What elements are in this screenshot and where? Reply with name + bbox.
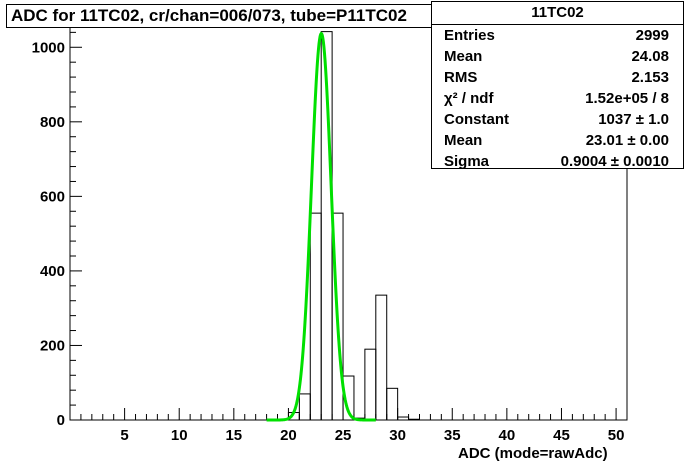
x-tick-label: 50 [608,427,625,444]
stats-name: 11TC02 [432,2,683,25]
stats-row: Mean 24.08 [432,46,683,67]
stats-label: χ² / ndf [444,90,494,107]
stats-row: χ² / ndf 1.52e+05 / 8 [432,88,683,109]
histogram-bin [397,416,410,421]
stats-value: 2999 [635,27,669,44]
stats-value: 23.01 ± 0.00 [585,132,669,149]
histogram-bin [386,387,399,421]
stats-value: 0.9004 ± 0.0010 [560,153,669,170]
y-tick-label: 0 [57,412,65,429]
stats-label: Constant [444,111,509,128]
x-tick-label: 40 [499,427,516,444]
stats-row: Constant 1037 ± 1.0 [432,109,683,130]
histogram-bin [375,294,388,421]
histogram-bin [331,212,344,421]
stats-label: Sigma [444,153,490,170]
y-tick-label: 1000 [32,39,65,56]
stats-label: Mean [444,132,483,149]
stats-label: RMS [444,69,478,86]
stats-row: Entries 2999 [432,25,683,46]
histogram-bin [342,375,355,421]
x-tick-label: 45 [553,427,570,444]
chart-title: ADC for 11TC02, cr/chan=006/073, tube=P1… [6,4,496,28]
x-tick-label: 35 [444,427,461,444]
y-tick-label: 800 [40,114,65,131]
stats-row: Sigma 0.9004 ± 0.0010 [432,151,683,172]
y-tick-label: 400 [40,263,65,280]
stats-box: 11TC02 Entries 2999 Mean 24.08 RMS 2.153 χ²… [431,1,684,172]
x-tick-label: 15 [225,427,242,444]
x-tick-label: 30 [389,427,406,444]
x-tick-label: 10 [171,427,188,444]
x-tick-label: 20 [280,427,297,444]
stats-value: 2.153 [631,69,669,86]
y-tick-label: 600 [40,188,65,205]
histogram-bin [408,418,420,421]
x-tick-label: 25 [335,427,352,444]
x-axis-label: ADC (mode=rawAdc) [458,445,608,462]
stats-row: Mean 23.01 ± 0.00 [432,130,683,151]
stats-value: 1.52e+05 / 8 [585,90,669,107]
x-tick-label: 5 [120,427,128,444]
y-tick-label: 200 [40,337,65,354]
stats-label: Mean [444,48,483,65]
stats-value: 1037 ± 1.0 [598,111,669,128]
stats-row: RMS 2.153 [432,67,683,88]
gaussian-fit-curve [266,31,376,422]
stats-value: 24.08 [631,48,669,65]
stats-label: Entries [444,27,495,44]
